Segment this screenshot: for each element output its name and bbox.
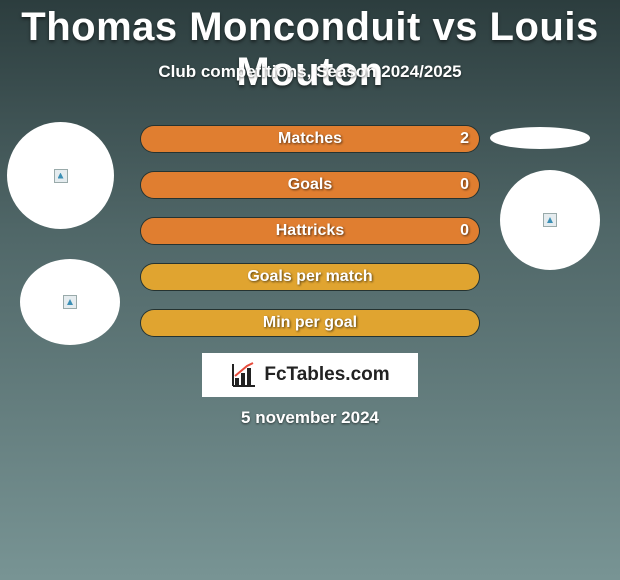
placeholder-icon [543,213,557,227]
stat-bar: Hattricks0 [140,217,480,245]
placeholder-icon [54,169,68,183]
player1-club-avatar [20,259,120,345]
stat-right-value: 2 [460,126,469,152]
player2-ellipse [490,127,590,149]
stat-right-value: 0 [460,172,469,198]
stat-bars: Matches2 Goals0 Hattricks0 Goals per match M… [140,125,480,355]
stat-bar: Goals0 [140,171,480,199]
brand-badge[interactable]: FcTables.com [202,353,418,397]
stat-right-value: 0 [460,218,469,244]
player1-avatar [7,122,114,229]
date-label: 5 november 2024 [0,408,620,428]
brand-chart-icon [230,361,258,389]
player2-avatar [500,170,600,270]
page-subtitle: Club competitions, Season 2024/2025 [0,62,620,82]
stat-bar: Matches2 [140,125,480,153]
brand-text: FcTables.com [264,364,389,386]
stat-bar: Goals per match [140,263,480,291]
stat-bar: Min per goal [140,309,480,337]
placeholder-icon [63,295,77,309]
